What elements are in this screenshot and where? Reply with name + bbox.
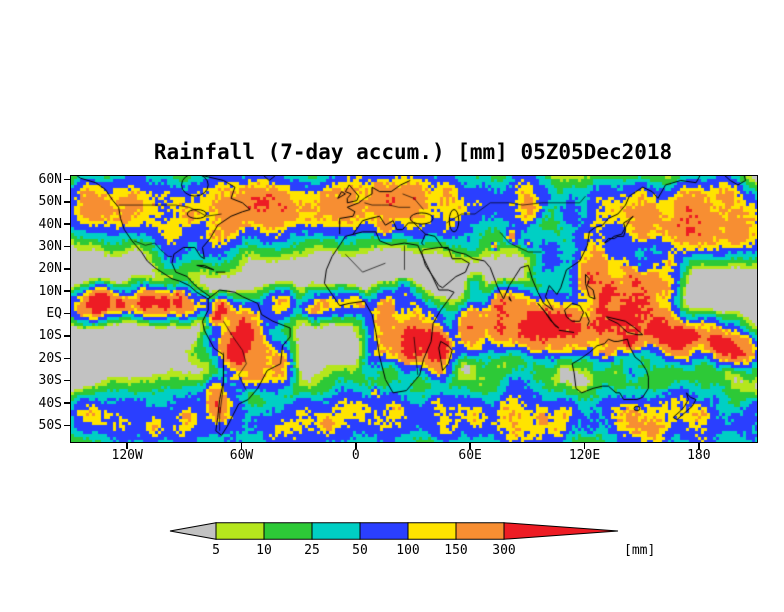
- lat-tick-label: EQ: [46, 306, 62, 322]
- lat-tick-label: 30S: [38, 373, 62, 389]
- lat-tick-label: 60N: [38, 171, 62, 187]
- colorbar-above-arrow: [503, 522, 619, 540]
- colorbar-level-label: 10: [256, 543, 272, 558]
- lat-tick-label: 20N: [38, 261, 62, 277]
- colorbar-level-label: 150: [444, 543, 468, 558]
- lon-tick-mark: [469, 442, 471, 449]
- map-frame: [70, 175, 758, 443]
- lon-tick-label: 180: [687, 448, 711, 463]
- colorbar-segment: [359, 522, 409, 540]
- colorbar-segment: [455, 522, 505, 540]
- colorbar-units-label: [mm]: [624, 543, 656, 558]
- colorbar-level-label: 100: [396, 543, 420, 558]
- lat-tick-label: 50S: [38, 417, 62, 433]
- lon-tick-label: 120W: [111, 448, 143, 463]
- lon-tick-label: 120E: [568, 448, 601, 463]
- lat-tick-label: 40S: [38, 395, 62, 411]
- lat-tick-label: 20S: [38, 350, 62, 366]
- lon-tick-mark: [355, 442, 357, 449]
- lon-tick-label: 0: [351, 448, 360, 463]
- colorbar-level-label: 25: [304, 543, 320, 558]
- colorbar-segment: [263, 522, 313, 540]
- lon-tick-mark: [698, 442, 700, 449]
- chart-title: Rainfall (7-day accum.) [mm] 05Z05Dec201…: [153, 140, 673, 164]
- rainfall-map-canvas: [71, 176, 757, 442]
- colorbar-segment: [215, 522, 265, 540]
- lat-tick-label: 30N: [38, 239, 62, 255]
- colorbar-below-arrow: [169, 522, 217, 540]
- colorbar-legend: 5 10 25 50 100 150 300 [mm]: [168, 522, 668, 562]
- colorbar: [169, 522, 619, 540]
- lon-tick-mark: [583, 442, 586, 449]
- colorbar-segment: [407, 522, 457, 540]
- colorbar-level-label: 300: [492, 543, 516, 558]
- colorbar-level-label: 50: [352, 543, 368, 558]
- lat-tick-label: 50N: [38, 194, 62, 210]
- colorbar-segment: [311, 522, 361, 540]
- lat-tick-label: 10N: [38, 283, 62, 299]
- lon-tick-mark: [126, 442, 128, 449]
- lon-tick-label: 60E: [458, 448, 482, 463]
- lon-tick-mark: [240, 442, 243, 449]
- lat-tick-label: 40N: [38, 216, 62, 232]
- colorbar-level-label: 5: [212, 543, 220, 558]
- lat-tick-label: 10S: [38, 328, 62, 344]
- lon-tick-label: 60W: [229, 448, 254, 463]
